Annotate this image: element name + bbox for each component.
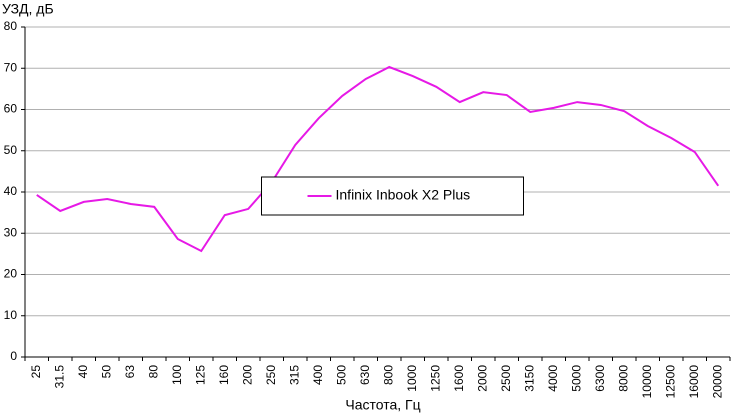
x-tick-label: 630: [358, 365, 372, 385]
y-tick-label: 30: [4, 225, 18, 239]
x-tick-label: 8000: [616, 365, 630, 392]
x-tick-label: 10000: [640, 365, 654, 399]
x-tick-label: 100: [170, 365, 184, 385]
x-tick-label: 20000: [710, 365, 724, 399]
x-tick-label: 16000: [687, 365, 701, 399]
x-tick-label: 1000: [405, 365, 419, 392]
y-tick-label: 60: [4, 102, 18, 116]
x-tick-label: 6300: [593, 365, 607, 392]
legend-label: Infinix Inbook X2 Plus: [336, 187, 471, 203]
x-tick-label: 40: [76, 365, 90, 379]
x-tick-label: 1250: [428, 365, 442, 392]
x-tick-label: 63: [123, 365, 137, 379]
x-tick-label: 500: [334, 365, 348, 385]
legend-box: [261, 176, 524, 216]
y-tick-label: 50: [4, 143, 18, 157]
x-tick-label: 25: [29, 365, 43, 379]
x-tick-label: 2500: [499, 365, 513, 392]
x-tick-label: 50: [99, 365, 113, 379]
y-tick-label: 10: [4, 308, 18, 322]
x-tick-label: 12500: [663, 365, 677, 399]
x-tick-label: 315: [287, 365, 301, 385]
x-tick-label: 3150: [522, 365, 536, 392]
x-axis-title: Частота, Гц: [345, 397, 420, 413]
y-tick-label: 40: [4, 184, 18, 198]
x-tick-label: 1600: [452, 365, 466, 392]
y-axis-title: УЗД, дБ: [2, 1, 54, 17]
x-tick-label: 250: [264, 365, 278, 385]
x-tick-label: 5000: [569, 365, 583, 392]
y-tick-label: 80: [4, 19, 18, 33]
y-tick-label: 70: [4, 60, 18, 74]
x-tick-label: 160: [217, 365, 231, 385]
data-line: [36, 65, 720, 253]
x-tick-label: 31.5: [52, 365, 66, 389]
x-tick-label: 200: [240, 365, 254, 385]
x-tick-label: 400: [311, 365, 325, 385]
y-tick-label: 0: [10, 349, 17, 363]
x-tick-label: 4000: [546, 365, 560, 392]
x-tick-label: 80: [146, 365, 160, 379]
x-tick-label: 2000: [475, 365, 489, 392]
x-tick-label: 800: [381, 365, 395, 385]
y-tick-label: 20: [4, 267, 18, 281]
x-tick-label: 125: [193, 365, 207, 385]
